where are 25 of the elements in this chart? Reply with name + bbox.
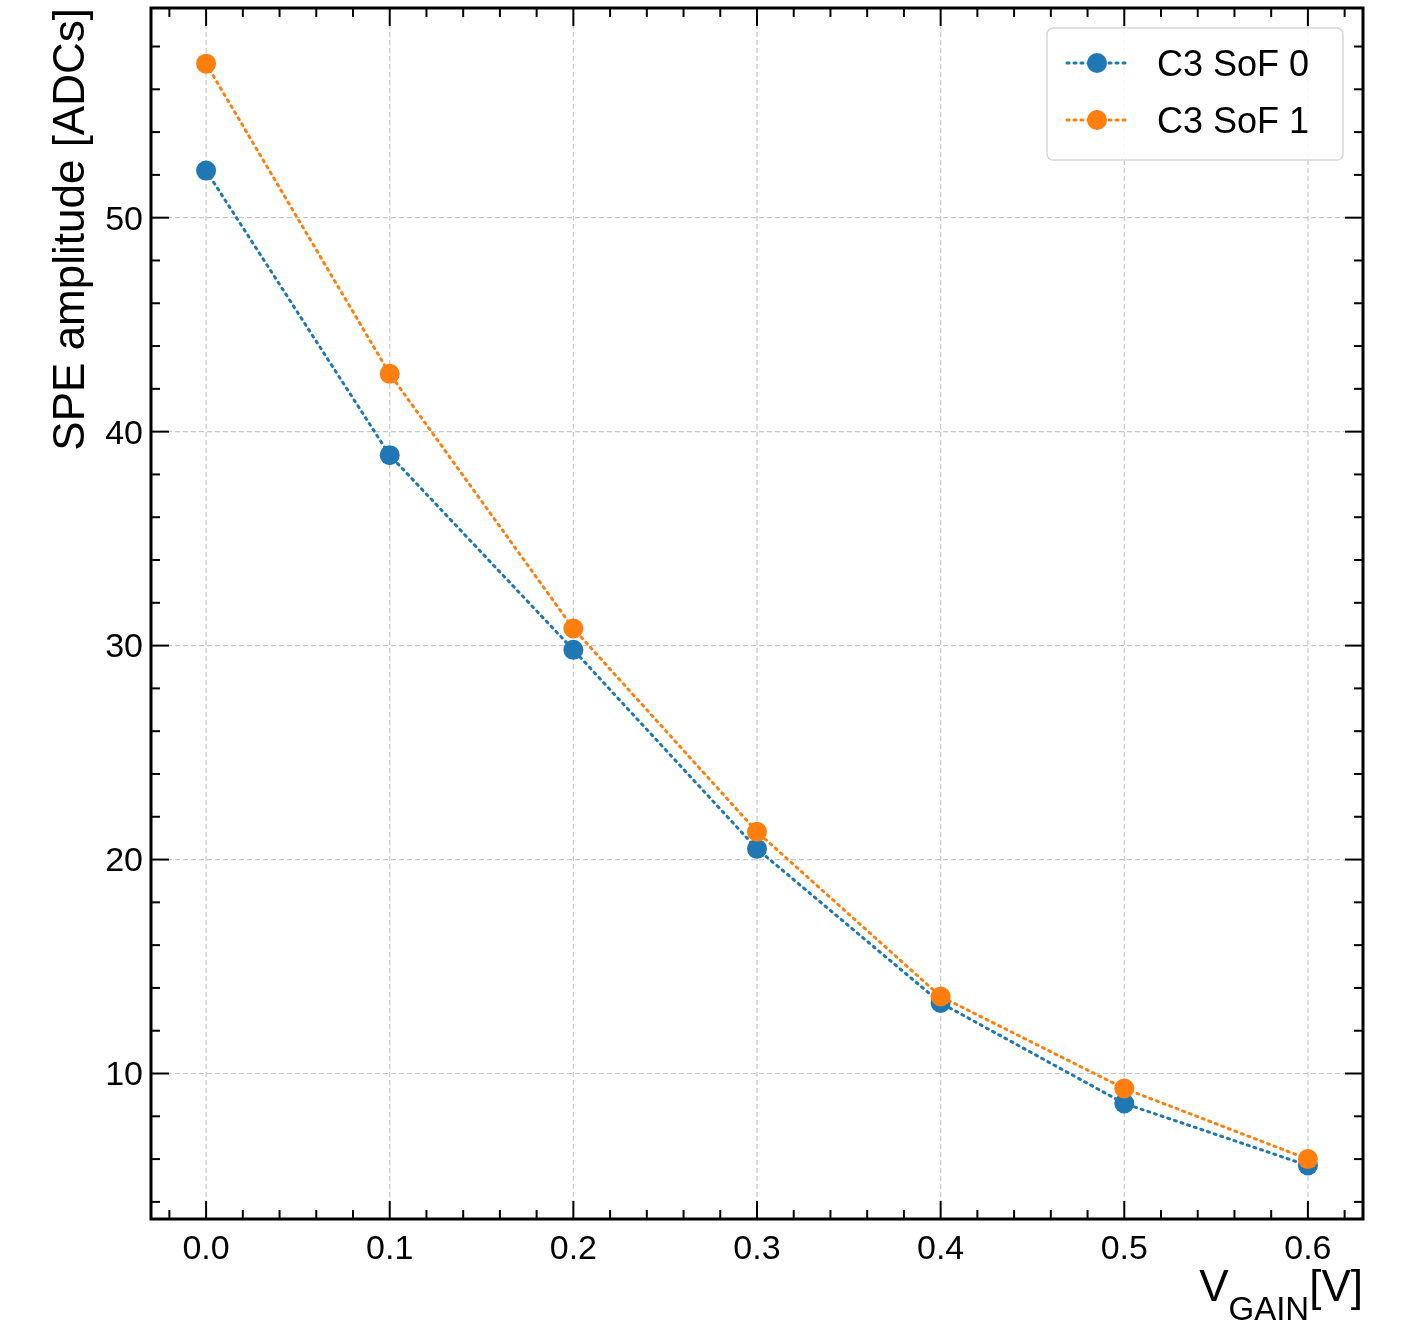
point: [747, 838, 767, 859]
point: [1114, 1078, 1135, 1099]
x-tick-label: 0.3: [733, 1228, 781, 1266]
y-tick-label: 50: [105, 198, 143, 237]
y-tick-label: 10: [105, 1054, 143, 1093]
point: [747, 821, 767, 842]
point: [196, 160, 217, 181]
point: [563, 618, 584, 639]
x-tick-label: 0.4: [917, 1228, 965, 1266]
legend-label: C3 SoF 0: [1157, 42, 1310, 84]
y-tick-label: 20: [105, 840, 143, 879]
y-axis-title: SPE amplitude [ADCs]: [44, 8, 93, 451]
point: [930, 986, 951, 1007]
point: [379, 445, 400, 466]
point: [563, 639, 584, 660]
legend-label: C3 SoF 1: [1157, 99, 1310, 141]
y-tick-label: 30: [105, 626, 143, 665]
point: [379, 363, 400, 384]
point: [1297, 1149, 1318, 1170]
y-tick-label: 40: [105, 412, 143, 451]
x-tick-label: 0.5: [1100, 1228, 1148, 1266]
point: [196, 53, 217, 74]
x-tick-label: 0.2: [549, 1228, 597, 1266]
x-tick-label: 0.0: [182, 1228, 230, 1266]
x-tick-label: 0.1: [366, 1228, 414, 1266]
